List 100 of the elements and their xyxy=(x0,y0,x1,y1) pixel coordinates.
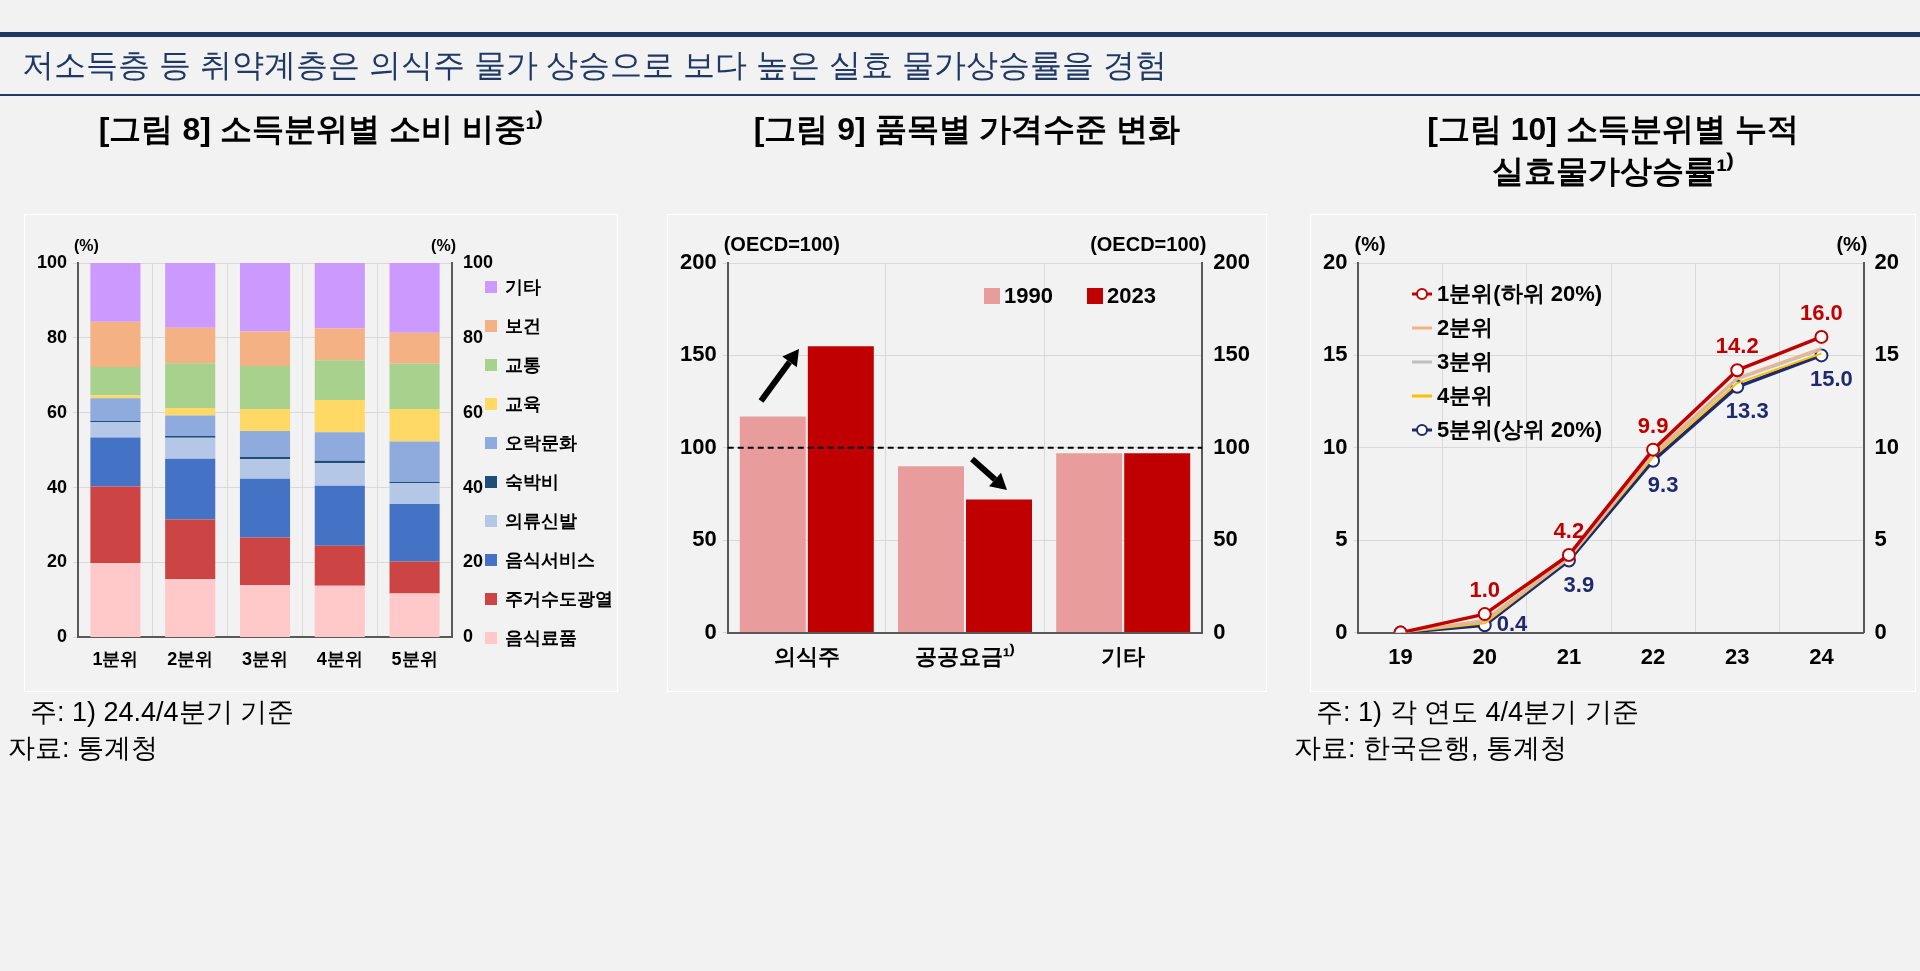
point xyxy=(1730,363,1745,378)
bar xyxy=(165,437,216,459)
bar xyxy=(239,459,291,479)
y2-tick-label: 5 xyxy=(1874,526,1887,552)
x-tick-label: 22 xyxy=(1640,643,1666,669)
legend-label: 의류신발 xyxy=(505,510,577,533)
data-label: 9.3 xyxy=(1647,471,1679,497)
bar xyxy=(239,331,291,366)
bar xyxy=(239,365,291,410)
data-label: 15.0 xyxy=(1810,366,1853,392)
bar xyxy=(90,422,141,438)
bar xyxy=(90,395,141,399)
legend-label: 교육 xyxy=(505,393,541,416)
text: 주: 1) 각 연도 4/4분기 기준 xyxy=(1315,696,1639,729)
x-tick-label: 의식주 xyxy=(773,643,840,669)
data-label: 3.9 xyxy=(1563,571,1595,597)
bar xyxy=(90,437,141,487)
bar xyxy=(165,415,216,436)
data-label: 9.9 xyxy=(1637,412,1669,438)
chart-title: [그림 9] 품목별 가격수준 변화 xyxy=(752,110,1182,149)
legend-label: 5분위(상위 20%) xyxy=(1437,416,1603,444)
y-tick-label: 100 xyxy=(36,251,68,272)
data-label: 14.2 xyxy=(1715,333,1759,359)
x-tick-label: 23 xyxy=(1725,643,1750,669)
bar xyxy=(239,263,291,332)
legend-label: 3분위 xyxy=(1437,348,1494,376)
bar xyxy=(314,263,365,329)
x-tick-label: 공공요금¹⁾ xyxy=(914,642,1016,669)
bar xyxy=(239,431,291,457)
x-tick-label: 1분위 xyxy=(92,649,139,670)
bar xyxy=(239,537,291,585)
bar xyxy=(389,441,440,483)
bar xyxy=(165,519,216,580)
y-axis-title: (OECD=100) xyxy=(723,232,840,255)
bar xyxy=(239,584,291,637)
y2-axis-title: (%) xyxy=(431,237,456,255)
bar xyxy=(239,478,291,538)
bar xyxy=(314,400,365,433)
y-tick-label: 40 xyxy=(47,476,68,497)
bar xyxy=(389,409,440,442)
legend-label: 보건 xyxy=(505,315,541,338)
text: 자료: 한국은행, 통계청 xyxy=(1294,732,1568,765)
bar xyxy=(314,585,365,637)
x-tick-label: 2분위 xyxy=(167,649,214,670)
bar xyxy=(314,485,365,546)
point xyxy=(1561,547,1576,562)
x-tick-label: 21 xyxy=(1556,643,1582,669)
chart-title: [그림 8] 소득분위별 소비 비중¹⁾ xyxy=(97,109,545,149)
y-tick-label: 15 xyxy=(1322,341,1348,367)
bar xyxy=(389,332,440,364)
bar xyxy=(1056,453,1123,633)
bar xyxy=(389,263,440,333)
x-tick-label: 4분위 xyxy=(316,649,363,670)
bar xyxy=(165,263,216,328)
y2-tick-label: 60 xyxy=(462,401,483,422)
bar xyxy=(165,407,216,416)
y2-tick-label: 0 xyxy=(1874,618,1887,644)
legend-label: 1990 xyxy=(1004,283,1054,309)
point xyxy=(1814,329,1829,344)
bar xyxy=(314,432,365,461)
x-tick-label: 24 xyxy=(1809,643,1835,669)
bar xyxy=(165,327,216,364)
y2-tick-label: 0 xyxy=(1213,618,1226,644)
legend-label: 음식료품 xyxy=(505,627,577,650)
bar xyxy=(966,499,1032,633)
y-tick-label: 150 xyxy=(679,341,717,367)
point xyxy=(1477,607,1492,622)
x-tick-label: 3분위 xyxy=(241,649,289,670)
y2-tick-label: 200 xyxy=(1213,249,1251,275)
text: 주: 1) 24.4/4분기 기준 xyxy=(29,696,295,729)
bar xyxy=(90,486,141,564)
bar xyxy=(389,561,440,594)
y2-tick-label: 150 xyxy=(1213,341,1251,367)
bar xyxy=(1124,453,1191,633)
y-tick-label: 100 xyxy=(679,433,717,459)
y2-tick-label: 40 xyxy=(462,476,483,497)
data-label: 16.0 xyxy=(1800,299,1843,325)
y2-axis-title: (OECD=100) xyxy=(1090,232,1207,255)
legend-label: 교통 xyxy=(505,354,541,377)
bar xyxy=(165,363,216,408)
bar xyxy=(389,593,440,637)
bar xyxy=(90,563,141,637)
y-tick-label: 0 xyxy=(1335,618,1348,644)
y2-axis-title: (%) xyxy=(1836,232,1868,255)
bar xyxy=(90,398,141,421)
y2-tick-label: 10 xyxy=(1874,433,1900,459)
y-axis-title: (%) xyxy=(1354,232,1386,255)
bar xyxy=(314,462,365,486)
legend-label: 숙박비 xyxy=(505,471,559,494)
text: 저소득층 등 취약계층은 의식주 물가 상승으로 보다 높은 실효 물가상승률을 경험 xyxy=(22,46,1167,85)
bar xyxy=(165,458,216,520)
y-tick-label: 80 xyxy=(47,326,68,347)
y2-tick-label: 100 xyxy=(1213,433,1251,459)
bar xyxy=(389,483,440,505)
y-tick-label: 10 xyxy=(1322,433,1348,459)
x-tick-label: 기타 xyxy=(1101,643,1146,669)
y-tick-label: 20 xyxy=(1322,249,1348,275)
bar xyxy=(898,466,964,633)
legend-label: 기타 xyxy=(505,276,541,299)
y2-tick-label: 80 xyxy=(462,326,483,347)
